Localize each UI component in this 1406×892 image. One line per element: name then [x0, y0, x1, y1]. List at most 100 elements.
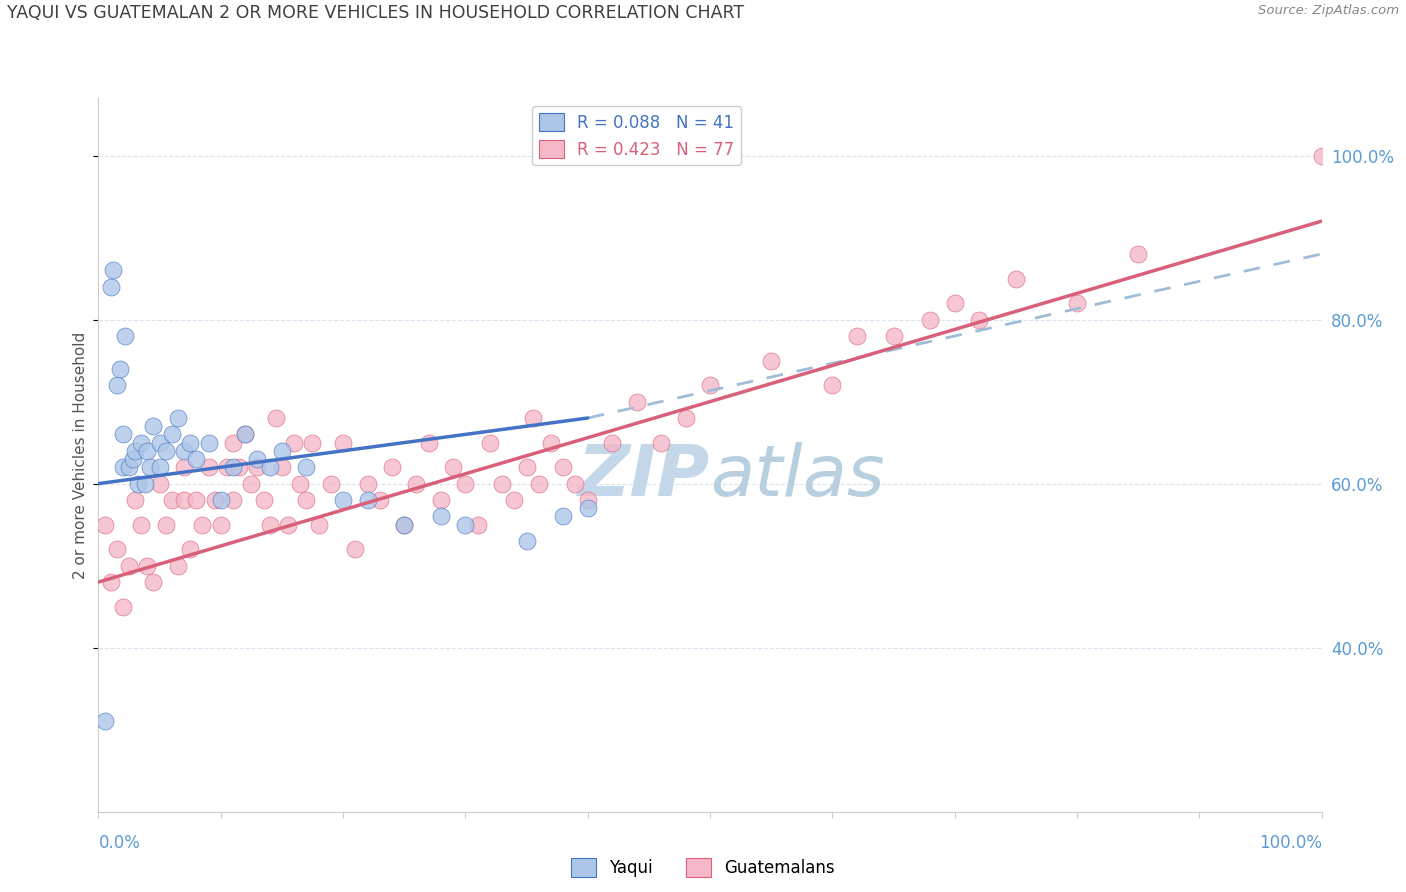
Point — [1066, 296, 1088, 310]
Point — [129, 517, 152, 532]
Point — [222, 493, 245, 508]
Point — [478, 435, 501, 450]
Point — [491, 476, 513, 491]
Point — [308, 517, 330, 532]
Text: 0.0%: 0.0% — [98, 834, 141, 852]
Point — [527, 476, 550, 491]
Point — [441, 460, 464, 475]
Point — [173, 460, 195, 475]
Point — [319, 476, 342, 491]
Point — [699, 378, 721, 392]
Text: ZIP: ZIP — [578, 442, 710, 511]
Point — [142, 575, 165, 590]
Point — [111, 599, 134, 614]
Point — [233, 427, 256, 442]
Point — [405, 476, 427, 491]
Text: 100.0%: 100.0% — [1258, 834, 1322, 852]
Point — [111, 427, 134, 442]
Point — [516, 460, 538, 475]
Point — [392, 517, 416, 532]
Point — [134, 476, 156, 491]
Point — [332, 435, 354, 450]
Point — [129, 435, 152, 450]
Point — [290, 476, 312, 491]
Point — [503, 493, 526, 508]
Point — [283, 435, 305, 450]
Point — [173, 493, 195, 508]
Point — [467, 517, 489, 532]
Point — [222, 435, 245, 450]
Point — [259, 460, 281, 475]
Point — [124, 493, 146, 508]
Point — [197, 435, 219, 450]
Point — [430, 509, 453, 524]
Point — [93, 714, 115, 729]
Point — [139, 460, 162, 475]
Point — [454, 476, 477, 491]
Point — [1004, 271, 1026, 285]
Point — [943, 296, 966, 310]
Point — [675, 411, 697, 425]
Point — [179, 435, 201, 450]
Point — [1310, 148, 1333, 162]
Point — [209, 493, 232, 508]
Point — [454, 517, 477, 532]
Point — [430, 493, 453, 508]
Point — [600, 435, 623, 450]
Point — [155, 443, 177, 458]
Point — [356, 476, 378, 491]
Point — [553, 460, 575, 475]
Point — [368, 493, 391, 508]
Legend: Yaqui, Guatemalans: Yaqui, Guatemalans — [564, 852, 842, 884]
Point — [845, 329, 868, 343]
Point — [118, 558, 141, 573]
Point — [259, 517, 281, 532]
Point — [93, 517, 115, 532]
Point — [121, 452, 143, 467]
Point — [418, 435, 440, 450]
Point — [233, 427, 256, 442]
Point — [295, 493, 318, 508]
Point — [240, 476, 263, 491]
Point — [821, 378, 844, 392]
Point — [105, 542, 128, 557]
Point — [110, 361, 132, 376]
Point — [149, 460, 172, 475]
Point — [105, 378, 128, 392]
Point — [204, 493, 226, 508]
Point — [356, 493, 378, 508]
Point — [967, 312, 990, 326]
Point — [209, 517, 232, 532]
Point — [222, 460, 245, 475]
Point — [277, 517, 299, 532]
Point — [101, 263, 124, 277]
Point — [100, 575, 122, 590]
Point — [100, 279, 122, 293]
Point — [215, 460, 238, 475]
Point — [179, 542, 201, 557]
Point — [124, 443, 146, 458]
Legend: R = 0.088   N = 41, R = 0.423   N = 77: R = 0.088 N = 41, R = 0.423 N = 77 — [533, 106, 741, 165]
Point — [392, 517, 416, 532]
Point — [761, 353, 783, 368]
Point — [167, 558, 190, 573]
Point — [191, 517, 214, 532]
Point — [564, 476, 586, 491]
Point — [118, 460, 141, 475]
Point — [295, 460, 318, 475]
Point — [160, 493, 183, 508]
Point — [516, 534, 538, 549]
Point — [197, 460, 219, 475]
Text: atlas: atlas — [710, 442, 884, 511]
Point — [186, 452, 208, 467]
Point — [136, 558, 159, 573]
Point — [160, 427, 183, 442]
Point — [186, 493, 208, 508]
Y-axis label: 2 or more Vehicles in Household: 2 or more Vehicles in Household — [73, 331, 87, 579]
Point — [540, 435, 562, 450]
Point — [883, 329, 905, 343]
Point — [270, 443, 294, 458]
Point — [111, 460, 134, 475]
Point — [920, 312, 942, 326]
Point — [127, 476, 149, 491]
